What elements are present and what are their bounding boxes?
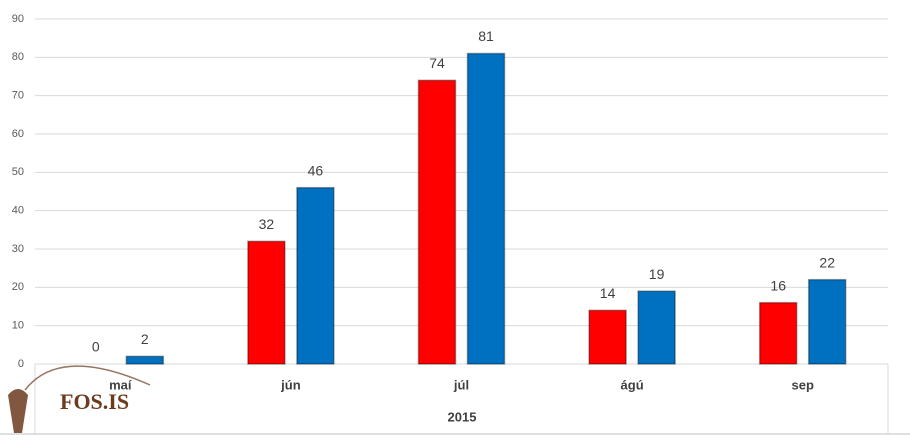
bar (588, 309, 627, 365)
value-label: 22 (819, 254, 835, 270)
bar (247, 240, 286, 365)
x-tick-label: ágú (621, 377, 644, 392)
bar (637, 290, 676, 365)
bar (466, 52, 506, 365)
x-tick-label: júl (453, 377, 469, 392)
logo: FOS.IS (8, 365, 151, 433)
y-tick-label: 80 (12, 51, 24, 63)
y-tick-label: 0 (18, 358, 24, 370)
value-label: 46 (308, 162, 324, 178)
bar (296, 186, 335, 365)
bar (807, 278, 847, 365)
value-label: 19 (649, 266, 665, 282)
value-label: 16 (770, 277, 786, 293)
bar (125, 355, 165, 365)
x-tick-label: sep (791, 377, 813, 392)
value-label: 0 (92, 339, 100, 355)
value-label: 74 (429, 55, 445, 71)
x-axis-label: 2015 (448, 409, 477, 424)
y-tick-label: 70 (12, 90, 24, 102)
y-tick-label: 60 (12, 128, 24, 140)
y-tick-label: 50 (12, 166, 24, 178)
y-tick-label: 30 (12, 243, 24, 255)
y-tick-label: 40 (12, 205, 24, 217)
bar (417, 79, 457, 365)
value-label: 81 (478, 28, 494, 44)
y-tick-label: 90 (12, 13, 24, 25)
value-label: 2 (141, 331, 149, 347)
x-tick-label: jún (280, 377, 301, 392)
x-tick-label: maí (109, 377, 132, 392)
watermark: FOS.IS (60, 389, 129, 414)
value-label: 32 (259, 216, 275, 232)
y-tick-label: 10 (12, 320, 24, 332)
y-tick-label: 20 (12, 281, 24, 293)
bar (758, 301, 798, 365)
value-label: 14 (600, 285, 616, 301)
